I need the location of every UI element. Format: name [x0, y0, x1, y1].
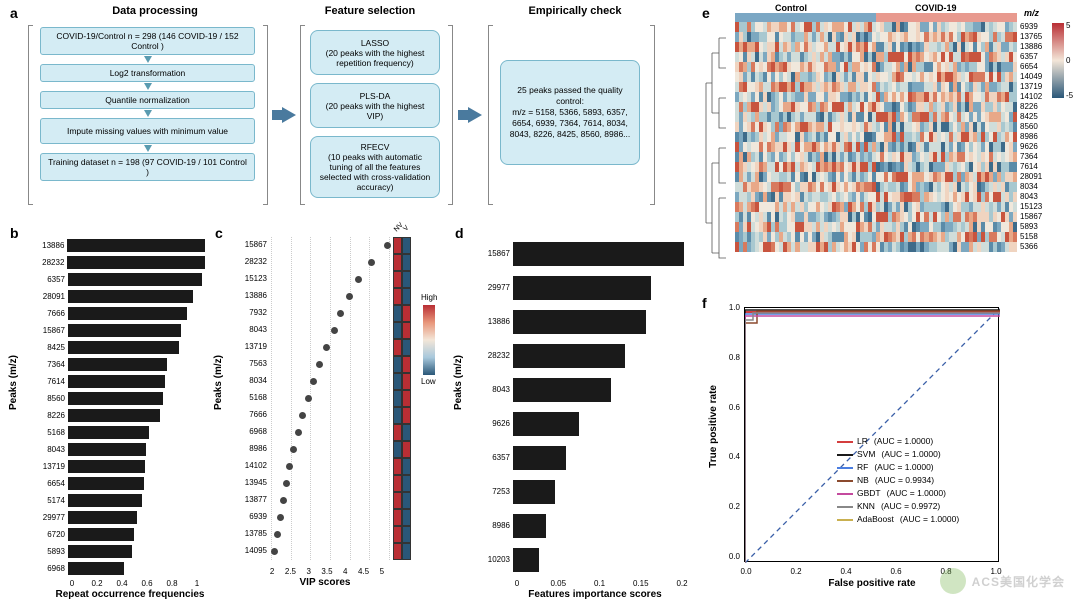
- arrow-shaft-2: [458, 110, 468, 120]
- group-covid-bar: [876, 13, 1017, 22]
- heatmap-grid: [735, 22, 1017, 252]
- bar-row: 28232: [30, 254, 205, 270]
- bracket-left-1: [28, 25, 33, 205]
- arrow-down-icon: [144, 83, 152, 90]
- panel-e-label: e: [702, 5, 710, 21]
- bracket-left-2: [300, 25, 305, 205]
- panel-f-yticks: 0.00.20.40.60.81.0: [724, 303, 740, 561]
- colorbar-neg5: -5: [1066, 91, 1073, 100]
- arrow-right-icon: [468, 107, 482, 123]
- dendrogram-icon: [704, 23, 734, 263]
- colorbar-low: Low: [421, 377, 436, 386]
- heatmap-header-v: V: [402, 224, 410, 232]
- colorbar-high: High: [421, 293, 437, 302]
- data-processing-column: COVID-19/Control n = 298 (146 COVID-19 /…: [40, 27, 255, 181]
- bar-row: 5893: [30, 543, 205, 559]
- step-4: Impute missing values with minimum value: [40, 118, 255, 144]
- method-plsda: PLS-DA (20 peaks with the highest VIP): [310, 83, 440, 128]
- bracket-right-1: [263, 25, 268, 205]
- panel-d-xticks: 00.050.10.150.2: [507, 579, 692, 588]
- panel-c-ylabel: Peaks (m/z): [213, 355, 224, 410]
- bracket-right-2: [448, 25, 453, 205]
- bar-row: 6720: [30, 526, 205, 542]
- bar-row: 5174: [30, 492, 205, 508]
- panel-e-heatmap: e Control COVID-19 693913765138866357665…: [702, 5, 1072, 285]
- colorbar-5: 5: [1066, 21, 1070, 30]
- step-2: Log2 transformation: [40, 64, 255, 82]
- watermark-logo-icon: [940, 568, 966, 594]
- heatmap-mz-header: m/z: [1024, 8, 1039, 18]
- panel-b-bars: 1388628232635728091766615867842573647614…: [30, 237, 205, 577]
- step-3: Quantile normalization: [40, 91, 255, 109]
- panel-c-mini-heatmap: [393, 237, 411, 560]
- panel-b-ylabel: Peaks (m/z): [8, 355, 19, 410]
- bar-row: 8425: [30, 339, 205, 355]
- section-title-2: Feature selection: [305, 5, 435, 17]
- panel-c-dotplot: c Peaks (m/z) 15867282321512313886793280…: [215, 225, 450, 595]
- heatmap-row-labels: 6939137651388663576654140491371914102822…: [1020, 22, 1042, 252]
- panel-e-colorbar: [1052, 23, 1064, 98]
- bar-row: 7614: [30, 373, 205, 389]
- section-title-1: Data processing: [65, 5, 245, 17]
- bar-row: 7666: [30, 305, 205, 321]
- method-rfecv: RFECV (10 peaks with automatic tuning of…: [310, 136, 440, 198]
- group-control-label: Control: [775, 3, 807, 13]
- panel-f-roc: f True positive rate 0.00.20.40.60.81.0 …: [702, 295, 1072, 595]
- bar-row: 6968: [30, 560, 205, 576]
- panel-d-xlabel: Features importance scores: [495, 589, 695, 600]
- step-5: Training dataset n = 198 (97 COVID-19 / …: [40, 153, 255, 181]
- arrow-down-icon: [144, 110, 152, 117]
- arrow-right-icon: [282, 107, 296, 123]
- panel-b-barchart: b Peaks (m/z) 13886282326357280917666158…: [10, 225, 210, 595]
- panel-d-barchart: d Peaks (m/z) 15867299771388628232804396…: [455, 225, 695, 595]
- group-control-bar: [735, 13, 876, 22]
- method-lasso: LASSO (20 peaks with the highest repetit…: [310, 30, 440, 75]
- heatmap-group-header: [735, 13, 1017, 22]
- heatmap-container: Control COVID-19: [735, 13, 1017, 252]
- empirical-result: 25 peaks passed the quality control: m/z…: [500, 60, 640, 165]
- panel-c-plot-area: 1586728232151231388679328043137197563803…: [233, 237, 388, 562]
- bar-row: 13719: [30, 458, 205, 474]
- watermark: ACS美国化学会: [940, 568, 1065, 594]
- bar-row: 6357: [30, 271, 205, 287]
- panel-d-ylabel: Peaks (m/z): [453, 355, 464, 410]
- watermark-text: ACS美国化学会: [972, 573, 1065, 590]
- panel-b-label: b: [10, 225, 19, 241]
- panel-c-colorbar: [423, 305, 435, 375]
- bar-row: 8043: [30, 441, 205, 457]
- panel-d-label: d: [455, 225, 464, 241]
- arrow-down-icon: [144, 145, 152, 152]
- bar-row: 6654: [30, 475, 205, 491]
- panel-a-workflow: a Data processing Feature selection Empi…: [10, 5, 690, 215]
- arrow-down-icon: [144, 56, 152, 63]
- panel-c-label: c: [215, 225, 223, 241]
- colorbar-0: 0: [1066, 56, 1070, 65]
- bracket-right-3: [650, 25, 655, 205]
- bar-row: 29977: [30, 509, 205, 525]
- section-title-3: Empirically check: [505, 5, 645, 17]
- panel-a-label: a: [10, 5, 18, 21]
- panel-f-ylabel: True positive rate: [708, 385, 719, 468]
- panel-c-xticks: 22.533.544.55: [263, 567, 391, 576]
- panel-c-xlabel: VIP scores: [270, 577, 380, 588]
- arrow-shaft-1: [272, 110, 282, 120]
- bar-row: 28091: [30, 288, 205, 304]
- bar-row: 8226: [30, 407, 205, 423]
- panel-f-label: f: [702, 295, 707, 311]
- bar-row: 8560: [30, 390, 205, 406]
- bar-row: 7364: [30, 356, 205, 372]
- bar-row: 5168: [30, 424, 205, 440]
- feature-selection-column: LASSO (20 peaks with the highest repetit…: [310, 30, 440, 198]
- panel-d-bars: 1586729977138862823280439626635772538986…: [475, 237, 690, 577]
- bar-row: 15867: [30, 322, 205, 338]
- panel-b-xlabel: Repeat occurrence frequencies: [50, 589, 210, 600]
- bar-row: 13886: [30, 237, 205, 253]
- panel-b-xticks: 00.20.40.60.81: [62, 579, 207, 588]
- bracket-left-3: [488, 25, 493, 205]
- roc-legend: LR(AUC = 1.0000)SVM(AUC = 1.0000)RF(AUC …: [837, 435, 959, 526]
- group-covid-label: COVID-19: [915, 3, 957, 13]
- step-1: COVID-19/Control n = 298 (146 COVID-19 /…: [40, 27, 255, 55]
